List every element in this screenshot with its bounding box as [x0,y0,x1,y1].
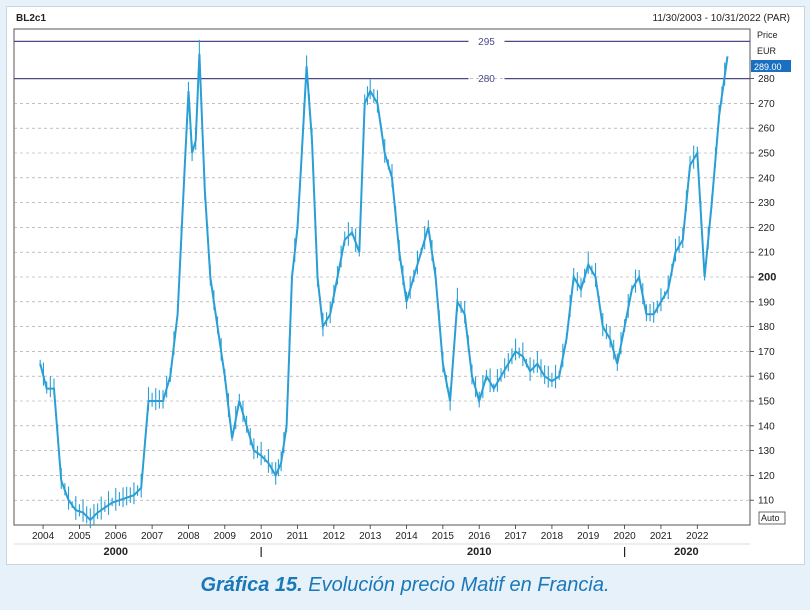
y-tick-label: 180 [758,322,775,333]
x-tick-label: 2010 [250,531,273,542]
y-tick-label: 270 [758,99,775,110]
x-tick-label: 2008 [177,531,200,542]
ric-label: BL2c1 [16,13,46,24]
y-tick-label: 190 [758,297,775,308]
y-tick-label: 280 [758,74,775,85]
x-tick-label: 2022 [686,531,709,542]
y-tick-label: 170 [758,347,775,358]
x-tick-label: 2016 [468,531,491,542]
y-axis-title-price: Price [757,30,778,40]
x-tick-label: 2012 [323,531,346,542]
auto-button[interactable] [758,511,786,525]
x-tick-label: 2011 [287,531,309,542]
y-tick-label: 230 [758,198,775,209]
caption-text: Evolución precio Matif en Francia. [302,574,610,596]
grid-layer [14,78,750,501]
last-price-tag [751,60,791,72]
x-tick-label: 2014 [395,531,418,542]
series-layer [39,39,729,529]
y-tick-label: 260 [758,124,775,135]
y-tick-label: 200 [758,272,776,284]
x-tick-label: 2020 [613,531,636,542]
x-tick-label: 2009 [214,531,237,542]
reference-line-label: 295 [478,37,495,48]
x-tick-label: 2005 [68,531,91,542]
x-tick-label: 2018 [541,531,564,542]
y-axis-title-currency: EUR [757,46,777,56]
y-tick-label: 110 [758,496,774,507]
last-price-label: 289.00 [754,62,782,72]
reference-line-label: 280 [478,74,495,85]
x-tick-label: 2004 [32,531,55,542]
x-tick-label: 2017 [504,531,527,542]
decade-label: 2000 [104,546,128,558]
figure-caption: Gráfica 15. Evolución precio Matif en Fr… [0,574,810,597]
y-tick-label: 220 [758,223,775,234]
decade-label: 2020 [674,546,698,558]
price-line [39,53,729,522]
caption-label: Gráfica 15. [200,574,303,596]
reference-lines-layer: 295 280 [14,37,750,85]
axis-layer: 110 120 130 140 150 160 170 180 190 200 210 220 230 2… [14,74,776,558]
x-tick-label: 2019 [577,531,600,542]
y-tick-label: 240 [758,173,775,184]
date-range-label: 11/30/2003 - 10/31/2022 (PAR) [653,13,791,24]
y-tick-label: 250 [758,149,775,160]
x-tick-label: 2021 [650,531,673,542]
x-tick-label: 2015 [432,531,455,542]
y-tick-label: 160 [758,372,775,383]
x-tick-label: 2006 [105,531,128,542]
y-tick-label: 140 [758,421,775,432]
x-tick-label: 2007 [141,531,164,542]
price-chart: 295 280 110 120 130 140 150 160 170 180 190 200 210… [13,13,791,558]
y-tick-label: 120 [758,471,775,482]
x-tick-label: 2013 [359,531,382,542]
y-tick-label: 130 [758,446,775,457]
decade-label: 2010 [467,546,491,558]
y-tick-label: 210 [758,248,775,259]
y-tick-label: 150 [758,397,775,408]
auto-button-label: Auto [761,513,780,523]
